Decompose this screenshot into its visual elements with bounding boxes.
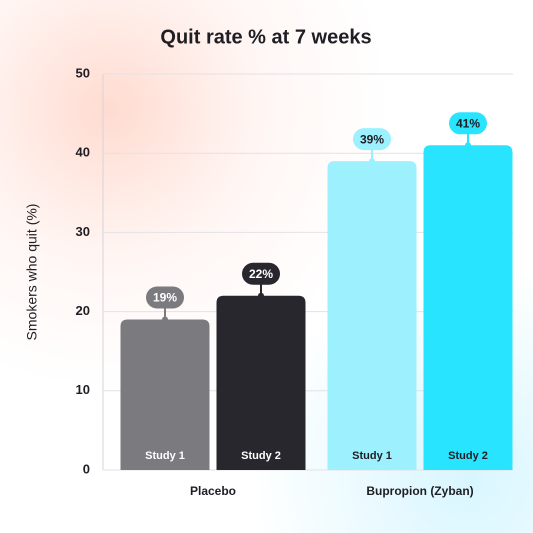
- bar: [327, 161, 417, 470]
- bar-series-label: Study 2: [448, 450, 488, 462]
- x-tick-label: Bupropion (Zyban): [366, 484, 473, 498]
- label-dot: [465, 142, 471, 149]
- bar-series-label: Study 1: [352, 450, 392, 462]
- bar: [423, 145, 513, 470]
- y-tick-label: 10: [76, 382, 90, 397]
- x-tick-label: Placebo: [190, 484, 236, 498]
- y-tick-label: 0: [83, 461, 90, 476]
- label-dot: [369, 158, 375, 165]
- y-tick-label: 30: [76, 224, 90, 239]
- y-tick-label: 20: [76, 303, 90, 318]
- label-pill: [449, 112, 487, 135]
- label-pill: [353, 128, 391, 151]
- value-label: 41%: [456, 116, 480, 130]
- y-tick-label: 40: [76, 145, 90, 160]
- chart-title: Quit rate % at 7 weeks: [160, 26, 371, 48]
- value-label: 19%: [153, 291, 177, 305]
- label-pill: [146, 286, 184, 309]
- label-dot: [258, 292, 264, 299]
- bar-series-label: Study 1: [145, 450, 185, 462]
- label-dot: [162, 316, 168, 323]
- value-label: 22%: [249, 267, 273, 281]
- bar-series-label: Study 2: [241, 450, 281, 462]
- y-tick-label: 50: [76, 65, 90, 80]
- label-pill: [242, 262, 280, 285]
- y-axis-label: Smokers who quit (%): [24, 204, 40, 341]
- bar: [216, 295, 306, 470]
- bar: [120, 319, 210, 470]
- value-label: 39%: [360, 132, 384, 146]
